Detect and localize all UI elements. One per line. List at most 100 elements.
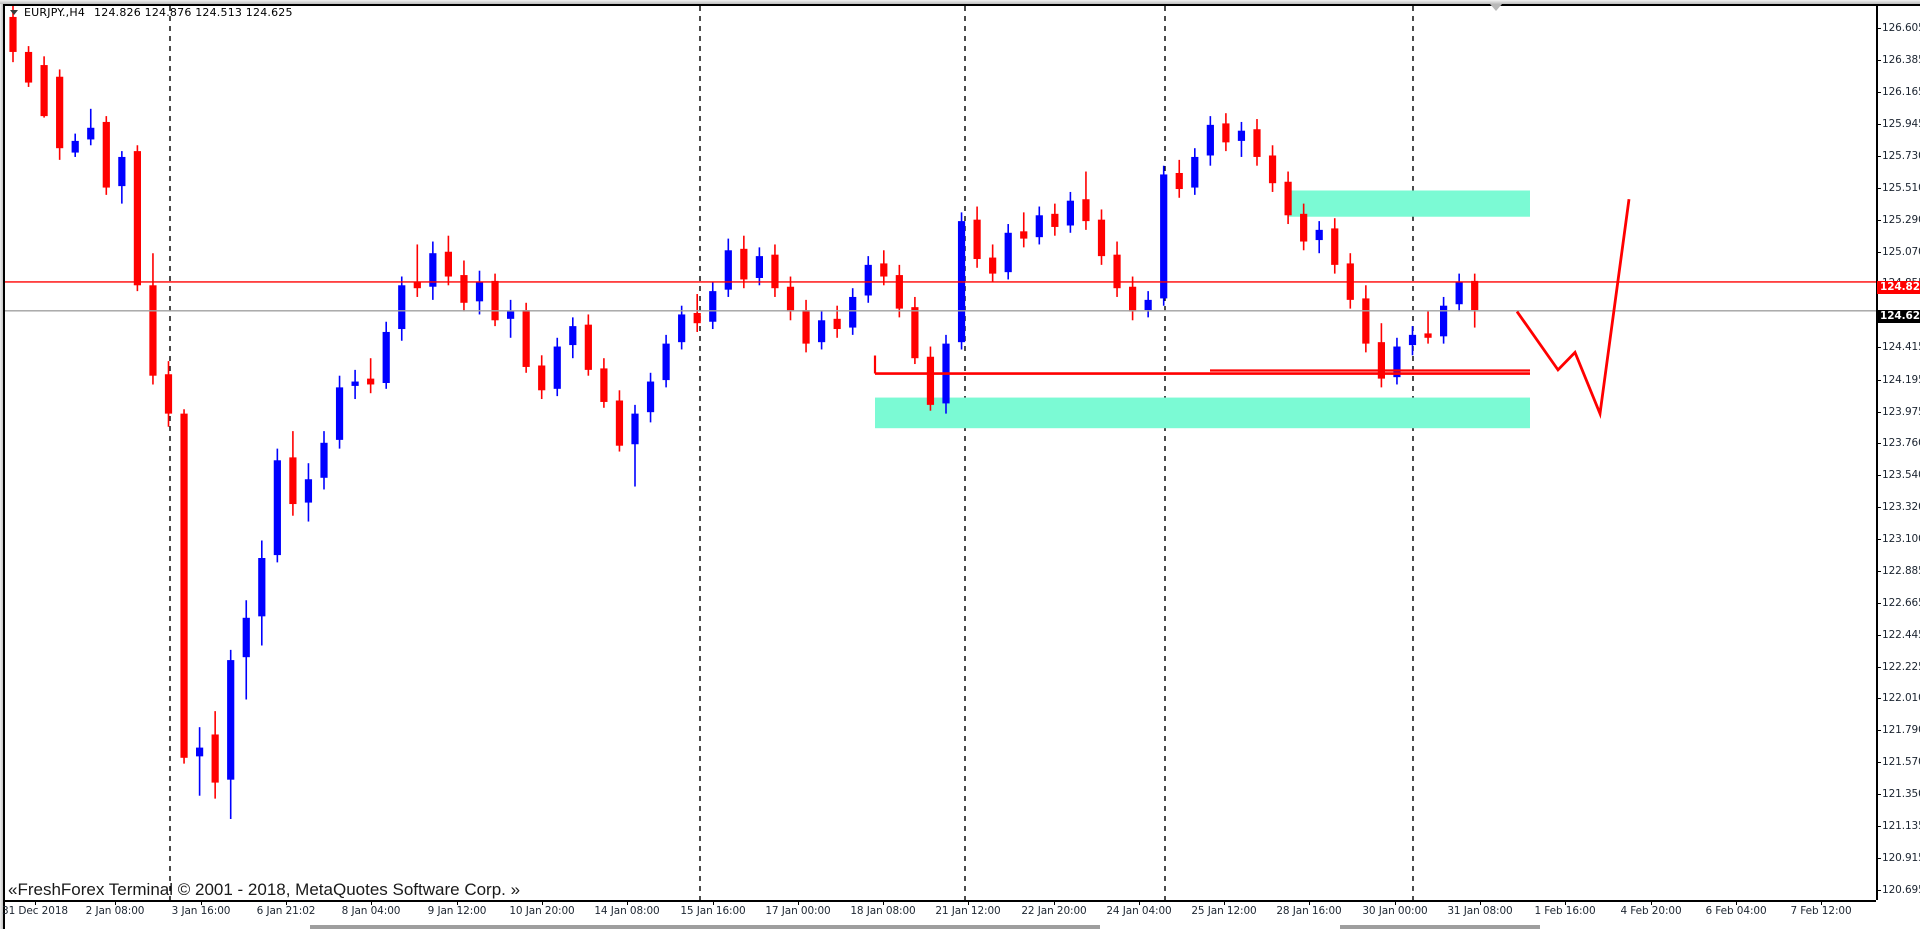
candle-body bbox=[895, 275, 903, 309]
candle-body bbox=[926, 356, 935, 405]
chart-header: EURJPY.,H4 124.826 124.876 124.513 124.6… bbox=[10, 5, 293, 19]
candle-body bbox=[522, 310, 530, 367]
time-tick-label: 24 Jan 04:00 bbox=[1106, 905, 1172, 917]
time-tick bbox=[542, 900, 543, 905]
candle-body bbox=[849, 296, 857, 328]
candle-body bbox=[289, 457, 297, 505]
price-tick-label: 123.760 bbox=[1882, 436, 1920, 449]
candle-body bbox=[1424, 333, 1432, 338]
time-axis[interactable]: 31 Dec 2018 2 Jan 08:00 3 Jan 16:00 6 Jan 2… bbox=[2, 900, 1876, 925]
price-tick bbox=[1876, 219, 1881, 221]
candle-body bbox=[786, 286, 795, 312]
candle-body bbox=[662, 343, 670, 381]
price-tick-label: 126.385 bbox=[1882, 54, 1920, 67]
candle-body bbox=[87, 127, 95, 140]
price-tick-label: 122.445 bbox=[1882, 628, 1920, 641]
price-tick bbox=[1876, 889, 1881, 891]
candle-body bbox=[149, 285, 157, 376]
chevron-down-icon[interactable] bbox=[10, 8, 19, 17]
candle-body bbox=[1129, 286, 1137, 312]
price-tick bbox=[1876, 539, 1881, 541]
candle-body bbox=[600, 368, 608, 402]
candle-body bbox=[802, 310, 810, 344]
candle-body bbox=[180, 413, 188, 758]
candle-body bbox=[1315, 229, 1323, 241]
candle-body bbox=[1237, 130, 1246, 141]
candle-body bbox=[1066, 200, 1074, 226]
candle-body bbox=[413, 282, 421, 289]
price-tick bbox=[1876, 187, 1881, 189]
price-projection-path[interactable] bbox=[1515, 199, 1631, 420]
candle-body bbox=[646, 381, 655, 413]
candle-body bbox=[1206, 124, 1214, 156]
time-tick-label: 17 Jan 00:00 bbox=[765, 905, 831, 917]
price-tick bbox=[1876, 379, 1881, 381]
time-tick bbox=[1736, 900, 1737, 905]
candle-body bbox=[569, 326, 577, 346]
time-tick bbox=[627, 900, 628, 905]
price-tick bbox=[1876, 251, 1881, 253]
ask-price-tag: 124.823 bbox=[1877, 281, 1920, 295]
time-tick-label: 6 Feb 04:00 bbox=[1705, 905, 1767, 917]
candle-body bbox=[631, 413, 639, 445]
scroll-thumb-icon[interactable] bbox=[1490, 4, 1503, 11]
candle-body bbox=[538, 365, 546, 391]
tab-hint-left[interactable] bbox=[310, 925, 1100, 929]
candle-body bbox=[320, 442, 328, 478]
time-tick-label: 21 Jan 12:00 bbox=[935, 905, 1001, 917]
price-tick-label: 124.195 bbox=[1882, 373, 1920, 386]
candlestick-canvas bbox=[5, 6, 1876, 900]
price-axis[interactable]: 126.605 126.385 126.165 125.945 125.730 125.5… bbox=[1876, 6, 1920, 900]
price-tick-label: 123.100 bbox=[1882, 533, 1920, 546]
terminal-watermark: «FreshForex Terminal © 2001 - 2018, Meta… bbox=[8, 880, 521, 899]
price-tick-label: 125.290 bbox=[1882, 213, 1920, 226]
time-tick bbox=[713, 900, 714, 905]
price-tick-label: 125.945 bbox=[1882, 118, 1920, 131]
candle-body bbox=[1113, 254, 1121, 289]
candle-body bbox=[56, 76, 64, 149]
time-tick-label: 30 Jan 00:00 bbox=[1362, 905, 1428, 917]
price-tick-label: 121.135 bbox=[1882, 819, 1920, 832]
price-tick bbox=[1876, 411, 1881, 413]
price-tick-label: 122.885 bbox=[1882, 564, 1920, 577]
time-tick-label: 4 Feb 20:00 bbox=[1620, 905, 1682, 917]
price-tick-label: 126.605 bbox=[1882, 22, 1920, 35]
price-tick-label: 120.695 bbox=[1882, 883, 1920, 896]
time-tick-label: 9 Jan 12:00 bbox=[427, 905, 487, 917]
time-tick bbox=[1224, 900, 1225, 905]
time-axis-line bbox=[5, 900, 1876, 902]
price-tick bbox=[1876, 666, 1881, 668]
price-tick-label: 125.070 bbox=[1882, 245, 1920, 258]
time-tick-label: 8 Jan 04:00 bbox=[341, 905, 401, 917]
candle-body bbox=[1331, 228, 1339, 265]
bid-price-tag: 124.625 bbox=[1877, 310, 1920, 324]
candle-body bbox=[258, 558, 266, 617]
price-tick bbox=[1876, 28, 1881, 30]
price-tick-label: 122.225 bbox=[1882, 660, 1920, 673]
price-tick-label: 121.570 bbox=[1882, 756, 1920, 769]
price-tick-label: 121.350 bbox=[1882, 788, 1920, 801]
candle-body bbox=[1020, 231, 1028, 239]
candle-body bbox=[864, 264, 872, 296]
time-tick bbox=[371, 900, 372, 905]
candle-body bbox=[429, 253, 437, 287]
candle-body bbox=[1175, 172, 1183, 190]
time-tick-label: 28 Jan 16:00 bbox=[1276, 905, 1342, 917]
price-tick-label: 122.665 bbox=[1882, 596, 1920, 609]
price-tick bbox=[1876, 442, 1881, 444]
price-tick bbox=[1876, 602, 1881, 604]
candle-body bbox=[709, 291, 717, 322]
candle-body bbox=[1097, 219, 1106, 257]
candle-body bbox=[351, 381, 359, 386]
price-tick bbox=[1876, 60, 1881, 62]
chart-plot-area[interactable] bbox=[5, 6, 1876, 900]
candle-body bbox=[1268, 155, 1277, 184]
price-tick bbox=[1876, 124, 1881, 126]
candle-body bbox=[1362, 298, 1370, 344]
tab-hint-right[interactable] bbox=[1340, 925, 1540, 929]
time-tick bbox=[1565, 900, 1566, 905]
candle-body bbox=[1471, 280, 1479, 311]
candle-body bbox=[1191, 156, 1199, 188]
candle-body bbox=[242, 617, 250, 658]
